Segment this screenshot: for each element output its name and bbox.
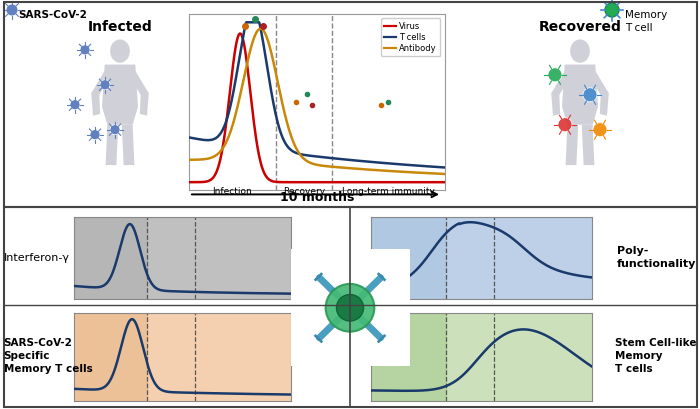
Polygon shape (129, 71, 149, 116)
Text: Recovered: Recovered (538, 20, 622, 34)
Text: SARS-CoV-2
Specific
Memory T cells: SARS-CoV-2 Specific Memory T cells (4, 338, 92, 374)
Ellipse shape (110, 39, 130, 63)
Circle shape (583, 88, 597, 102)
Bar (371, 313, 446, 401)
Circle shape (326, 284, 374, 332)
Polygon shape (589, 71, 609, 116)
Circle shape (558, 118, 572, 132)
Polygon shape (102, 65, 138, 125)
Circle shape (605, 3, 619, 17)
Text: Recovery: Recovery (283, 187, 325, 196)
Polygon shape (314, 272, 323, 281)
Bar (74, 313, 147, 401)
Text: Infection: Infection (213, 187, 252, 196)
Polygon shape (122, 125, 134, 165)
Circle shape (6, 4, 18, 16)
Text: Stem Cell-like
Memory
T cells: Stem Cell-like Memory T cells (615, 338, 696, 374)
Polygon shape (562, 65, 598, 125)
Circle shape (80, 45, 90, 55)
Ellipse shape (570, 39, 590, 63)
Circle shape (110, 125, 120, 135)
Text: Long-term immunity: Long-term immunity (342, 187, 435, 196)
Bar (74, 217, 147, 299)
Circle shape (593, 123, 607, 137)
Text: 10 months: 10 months (279, 191, 354, 204)
Text: Interferon-γ: Interferon-γ (4, 253, 69, 263)
Text: Poly-
functionality: Poly- functionality (617, 246, 696, 269)
Circle shape (100, 80, 110, 90)
Polygon shape (314, 334, 323, 344)
Polygon shape (582, 125, 594, 165)
Circle shape (548, 68, 562, 82)
Circle shape (70, 100, 80, 110)
FancyBboxPatch shape (289, 248, 411, 368)
Circle shape (90, 130, 100, 139)
Polygon shape (106, 125, 118, 165)
Text: Infected: Infected (88, 20, 153, 34)
Polygon shape (566, 125, 578, 165)
Polygon shape (551, 71, 571, 116)
Bar (371, 217, 446, 299)
Circle shape (337, 294, 363, 321)
Legend: Virus, T cells, Antibody: Virus, T cells, Antibody (381, 18, 440, 56)
Polygon shape (91, 71, 111, 116)
Polygon shape (377, 334, 386, 344)
Text: Memory
T cell: Memory T cell (625, 10, 667, 33)
Text: SARS-CoV-2: SARS-CoV-2 (18, 10, 87, 20)
Polygon shape (377, 272, 386, 281)
